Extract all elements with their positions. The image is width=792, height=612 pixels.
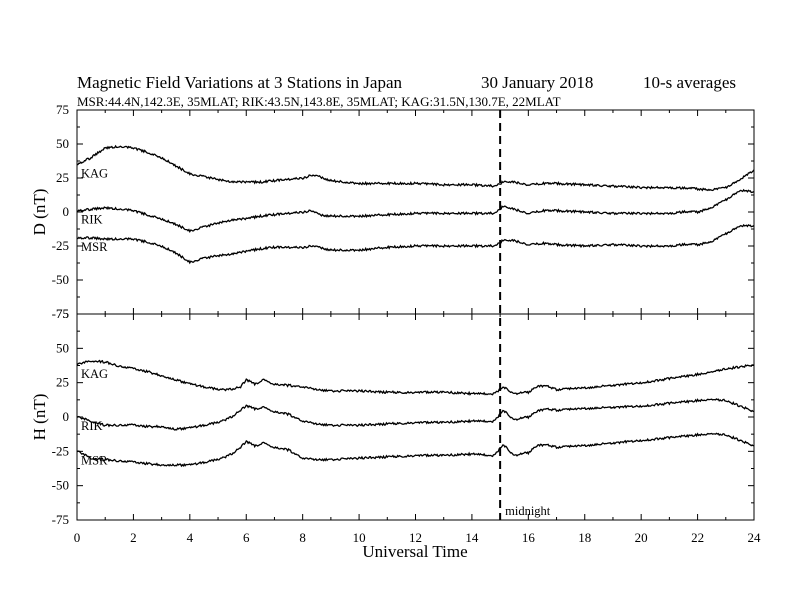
d-axis-label: D (nT) (30, 189, 49, 236)
h-ytick-label: 75 (56, 306, 69, 321)
xtick-label: 10 (353, 530, 366, 545)
h-panel-frame (76, 313, 755, 521)
h-ytick-label: 25 (56, 375, 69, 390)
d-ytick-label: 25 (56, 170, 69, 185)
h-series-label-kag: KAG (81, 367, 108, 381)
xtick-label: 0 (74, 530, 81, 545)
xtick-label: 12 (409, 530, 422, 545)
x-axis: 0 2 4 6 8 10 12 14 16 18 20 22 24 (74, 530, 761, 545)
d-ytick-label: -75 (52, 306, 69, 321)
xtick-label: 22 (691, 530, 704, 545)
xtick-label: 8 (299, 530, 306, 545)
h-panel-series: KAG RIK MSR (76, 359, 755, 468)
midnight-label: midnight (505, 504, 551, 518)
d-series-label-msr: MSR (81, 240, 108, 254)
h-series-label-msr: MSR (81, 453, 108, 467)
d-ytick-label: -50 (52, 272, 69, 287)
xtick-label: 18 (578, 530, 591, 545)
xtick-label: 24 (748, 530, 762, 545)
d-series-line-msr (76, 223, 755, 265)
figure-averaging: 10-s averages (643, 73, 736, 92)
h-ytick-label: 0 (63, 409, 70, 424)
h-ytick-label: -25 (52, 443, 69, 458)
xtick-label: 6 (243, 530, 250, 545)
figure-date: 30 January 2018 (481, 73, 593, 92)
figure-title: Magnetic Field Variations at 3 Stations … (77, 73, 403, 92)
x-axis-label: Universal Time (362, 542, 467, 561)
d-ytick-label: 0 (63, 204, 70, 219)
h-axis-label: H (nT) (30, 394, 49, 441)
xtick-label: 14 (465, 530, 479, 545)
d-series-label-rik: RIK (81, 213, 103, 227)
h-ytick-label: -50 (52, 478, 69, 493)
h-panel-axes: 75 50 25 0 -25 -50 -75 (52, 306, 755, 527)
h-ytick-label: -75 (52, 512, 69, 527)
xtick-label: 2 (130, 530, 137, 545)
d-ytick-label: -25 (52, 238, 69, 253)
xtick-label: 20 (635, 530, 648, 545)
xtick-label: 4 (187, 530, 194, 545)
h-series-label-rik: RIK (81, 419, 103, 433)
d-series-line-kag (76, 144, 755, 192)
h-ytick-label: 50 (56, 340, 69, 355)
d-ytick-label: 50 (56, 136, 69, 151)
h-series-line-kag (76, 359, 755, 396)
d-ytick-label: 75 (56, 102, 69, 117)
xtick-label: 16 (522, 530, 536, 545)
d-panel-series: KAG RIK MSR (76, 144, 755, 265)
station-coordinates: MSR:44.4N,142.3E, 35MLAT; RIK:43.5N,143.… (77, 94, 561, 109)
h-series-line-msr (76, 432, 755, 468)
d-panel-frame (76, 109, 755, 315)
d-series-label-kag: KAG (81, 166, 108, 180)
d-series-line-rik (76, 188, 755, 233)
d-panel-axes: 75 50 25 0 -25 -50 -75 (52, 102, 755, 321)
h-series-line-rik (76, 398, 755, 431)
